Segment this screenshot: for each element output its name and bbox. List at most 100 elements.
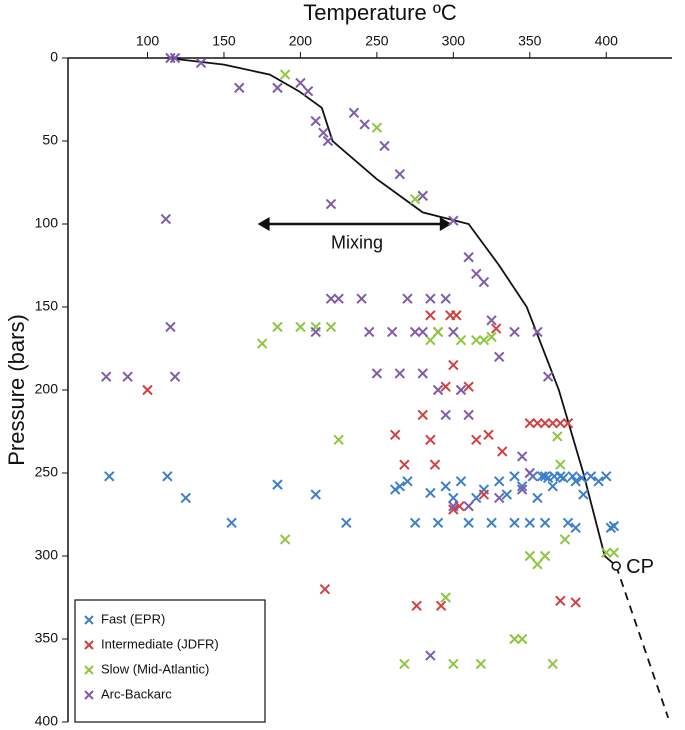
point [516, 451, 528, 462]
point [483, 429, 494, 441]
point [494, 492, 505, 504]
point [425, 293, 436, 304]
point [448, 504, 459, 515]
point [547, 481, 558, 492]
point [390, 429, 401, 441]
point [490, 323, 502, 334]
point [359, 119, 370, 130]
point [417, 409, 428, 421]
point [409, 193, 421, 205]
point [310, 326, 321, 338]
point [417, 190, 428, 201]
point [486, 331, 497, 343]
y-tick-label: 100 [35, 215, 59, 231]
point [555, 459, 566, 470]
point [555, 417, 566, 429]
point [532, 417, 543, 429]
x-tick-label: 300 [442, 33, 466, 49]
point [524, 550, 535, 562]
point [325, 293, 337, 304]
point [302, 85, 314, 97]
point [394, 168, 406, 180]
point [559, 534, 571, 545]
point [409, 326, 421, 338]
point [432, 517, 444, 529]
point [486, 315, 497, 326]
critical-point [611, 561, 621, 571]
y-tick-label: 350 [35, 630, 59, 646]
point [425, 334, 436, 346]
point [509, 517, 520, 529]
point [429, 459, 441, 470]
point [279, 534, 291, 545]
point [448, 500, 459, 512]
point [471, 434, 482, 446]
point [478, 334, 490, 346]
point [532, 326, 543, 338]
point [318, 127, 329, 138]
point [448, 326, 459, 338]
point [497, 446, 508, 457]
annotation: CP [626, 556, 654, 578]
point [524, 467, 535, 479]
y-tick-label: 150 [35, 298, 59, 314]
point [516, 481, 528, 492]
point [295, 321, 306, 333]
point [295, 77, 306, 89]
point [122, 371, 133, 382]
point [585, 471, 597, 482]
point [425, 434, 436, 446]
point [562, 417, 574, 429]
point [593, 476, 604, 487]
point [478, 489, 490, 500]
boiling-curve [615, 565, 670, 719]
point [165, 321, 176, 333]
y-tick-label: 200 [35, 381, 59, 397]
point [272, 479, 283, 490]
point [562, 517, 574, 529]
point [455, 476, 467, 487]
point [549, 471, 560, 482]
point [440, 409, 451, 421]
annotation: Mixing [331, 233, 383, 253]
point [542, 371, 554, 382]
point [371, 368, 383, 379]
x-axis-title: Temperature ºC [303, 0, 457, 25]
point [333, 293, 344, 304]
point [160, 213, 172, 225]
point [371, 122, 383, 133]
point [532, 492, 543, 504]
y-tick-label: 250 [35, 464, 59, 480]
point [509, 471, 520, 482]
point [226, 517, 237, 529]
point [448, 492, 459, 504]
point [425, 650, 436, 661]
point [463, 500, 474, 512]
point [486, 517, 497, 529]
point [162, 471, 173, 482]
y-tick-label: 50 [42, 132, 58, 148]
point [435, 600, 447, 612]
point [101, 371, 112, 382]
point [325, 321, 337, 333]
point [169, 371, 181, 382]
point [455, 334, 467, 346]
point [494, 476, 505, 487]
y-tick-label: 300 [35, 547, 59, 563]
arrow-head [439, 217, 452, 231]
point [509, 326, 520, 338]
y-tick-label: 400 [35, 713, 59, 729]
point [319, 583, 331, 595]
point [547, 417, 558, 429]
point [608, 547, 620, 558]
point [509, 633, 520, 645]
legend-marker [84, 615, 94, 625]
point [451, 310, 462, 321]
point [558, 472, 569, 484]
point [425, 310, 436, 321]
point [417, 326, 428, 338]
point [463, 517, 474, 529]
point [555, 595, 566, 607]
point [463, 381, 474, 392]
